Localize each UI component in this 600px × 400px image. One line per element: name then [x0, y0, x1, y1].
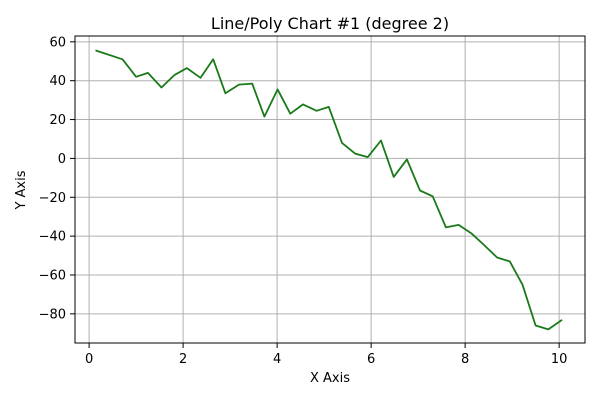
- x-tick-label: 8: [461, 352, 469, 367]
- y-tick-label: 20: [49, 113, 66, 128]
- plot-area-frame: [74, 35, 586, 344]
- chart-title: Line/Poly Chart #1 (degree 2): [211, 14, 449, 33]
- y-tick-label: −60: [39, 268, 66, 283]
- y-tick-label: −20: [39, 191, 66, 206]
- x-tick-label: 4: [273, 352, 281, 367]
- x-tick-label: 0: [85, 352, 93, 367]
- grid-lines: [75, 36, 585, 343]
- y-tick-label: −40: [39, 230, 66, 245]
- y-tick-label: −80: [39, 307, 66, 322]
- series-layer: [95, 49, 563, 331]
- y-axis-label: Y Axis: [14, 170, 29, 210]
- x-axis-label: X Axis: [310, 371, 350, 386]
- x-tick-label: 6: [367, 352, 375, 367]
- y-tick-label: 60: [49, 35, 66, 50]
- x-tick-label: 10: [551, 352, 568, 367]
- axis-ticks: 0 2 4 6 8 10 −80 −60 −40 −20 0 20 40 60: [39, 35, 568, 367]
- y-tick-label: 40: [49, 74, 66, 89]
- x-tick-label: 2: [179, 352, 187, 367]
- series-line: [95, 49, 563, 331]
- y-tick-label: 0: [58, 152, 66, 167]
